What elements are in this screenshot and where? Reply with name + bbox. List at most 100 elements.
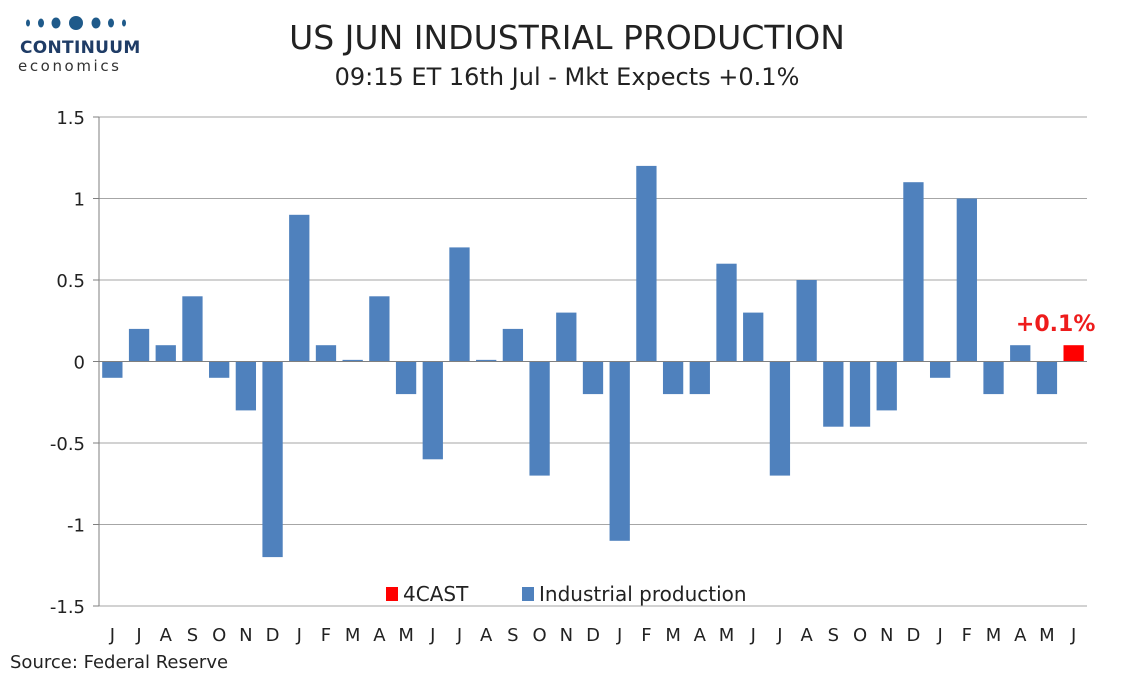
data-bar	[155, 345, 176, 362]
x-tick-label: D	[586, 625, 600, 646]
x-tick-label: A	[480, 625, 493, 646]
x-tick-label: D	[906, 625, 920, 646]
x-tick-label: M	[398, 625, 414, 646]
data-bar	[315, 345, 337, 362]
x-tick-label: A	[1014, 625, 1027, 646]
data-bar	[849, 361, 871, 427]
y-tick-label: 0	[74, 353, 85, 374]
data-bar	[609, 361, 630, 541]
data-bar	[476, 359, 497, 362]
data-bar	[449, 247, 470, 362]
data-bar	[876, 361, 897, 411]
y-tick-label: -1	[67, 516, 85, 537]
data-bar	[769, 361, 791, 476]
data-bar	[422, 361, 443, 460]
data-bar	[529, 361, 550, 476]
x-tick-label: O	[533, 625, 547, 646]
data-bar	[128, 328, 150, 362]
y-axis-ticks: 1.5 1 0.5 0 -0.5 -1 -1.5	[50, 108, 85, 618]
y-tick-label: 0.5	[56, 271, 85, 292]
data-bar	[662, 361, 684, 395]
x-tick-label: N	[880, 625, 893, 646]
data-bar	[342, 359, 363, 362]
legend: 4CAST Industrial production	[386, 582, 747, 606]
data-bar	[102, 361, 123, 378]
data-bar	[1036, 361, 1058, 395]
source-note: Source: Federal Reserve	[10, 652, 229, 673]
x-tick-label: J	[429, 625, 435, 646]
data-bar	[743, 312, 764, 362]
data-bar	[582, 361, 604, 395]
chart-title: US JUN INDUSTRIAL PRODUCTION	[289, 18, 845, 57]
data-bar	[929, 361, 951, 378]
x-tick-label: S	[507, 625, 518, 646]
x-tick-label: M	[1039, 625, 1055, 646]
legend-swatch	[522, 587, 534, 601]
data-bar	[369, 296, 390, 362]
x-tick-label: M	[345, 625, 361, 646]
x-tick-label: J	[1070, 625, 1076, 646]
x-tick-label: A	[373, 625, 386, 646]
logo-subtitle: economics	[18, 57, 122, 75]
x-tick-label: A	[800, 625, 813, 646]
x-tick-label: J	[750, 625, 756, 646]
data-bar	[556, 312, 577, 362]
data-bar	[182, 296, 203, 362]
x-tick-label: M	[719, 625, 735, 646]
bars	[102, 165, 1084, 558]
y-tick-label: 1.5	[56, 108, 85, 129]
x-tick-label: S	[828, 625, 839, 646]
data-bar	[956, 198, 977, 362]
x-tick-label: J	[936, 625, 942, 646]
axes	[93, 116, 1087, 607]
x-tick-label: M	[665, 625, 681, 646]
data-bar	[209, 361, 230, 378]
annotations: +0.1%	[1016, 312, 1095, 337]
data-bar	[983, 361, 1004, 395]
logo-wordmark: CONTINUUM	[20, 38, 141, 58]
x-tick-label: M	[986, 625, 1002, 646]
continuum-logo: CONTINUUM economics	[8, 12, 141, 75]
data-bar	[636, 165, 657, 362]
y-tick-label: -1.5	[50, 597, 85, 618]
data-bar	[235, 361, 257, 411]
data-bar	[716, 263, 737, 362]
data-bar	[903, 182, 924, 362]
data-bar	[823, 361, 844, 427]
x-tick-label: N	[239, 625, 252, 646]
data-bar	[289, 214, 310, 362]
data-bar	[395, 361, 417, 395]
data-bar	[502, 328, 524, 362]
legend-label: Industrial production	[539, 582, 747, 606]
chart-subtitle: 09:15 ET 16th Jul - Mkt Expects +0.1%	[334, 63, 800, 91]
forecast-bar	[1063, 345, 1084, 362]
data-bar	[262, 361, 283, 558]
logo-dots-icon	[26, 16, 126, 30]
legend-swatch	[386, 587, 398, 601]
x-tick-label: J	[616, 625, 622, 646]
x-tick-label: F	[962, 625, 972, 646]
y-tick-label: -0.5	[50, 434, 85, 455]
x-tick-label: F	[641, 625, 651, 646]
x-tick-label: F	[321, 625, 331, 646]
forecast-annotation: +0.1%	[1016, 312, 1095, 337]
data-bar	[1010, 345, 1031, 362]
legend-label: 4CAST	[403, 582, 469, 606]
x-tick-label: J	[135, 625, 141, 646]
x-tick-label: J	[109, 625, 115, 646]
x-tick-label: O	[212, 625, 226, 646]
x-tick-label: J	[296, 625, 302, 646]
x-tick-label: N	[560, 625, 573, 646]
data-bar	[689, 361, 710, 395]
y-tick-label: 1	[74, 190, 85, 211]
x-tick-label: A	[694, 625, 707, 646]
x-tick-label: A	[160, 625, 173, 646]
x-tick-label: D	[266, 625, 280, 646]
x-tick-label: J	[776, 625, 782, 646]
x-tick-label: J	[456, 625, 462, 646]
data-bar	[796, 280, 817, 362]
x-tick-label: O	[853, 625, 867, 646]
x-tick-label: S	[187, 625, 198, 646]
